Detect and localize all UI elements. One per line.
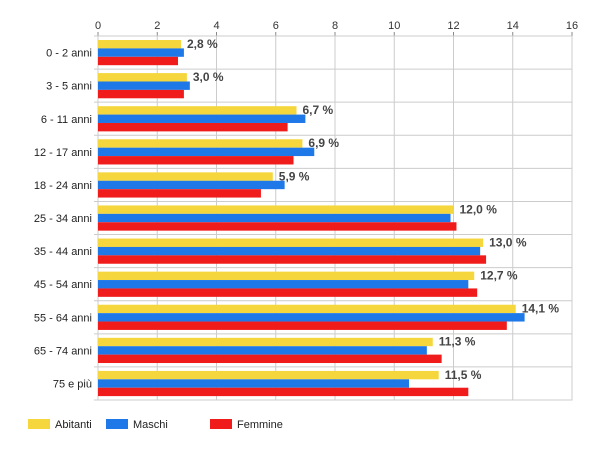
- bar-abitanti: [98, 73, 187, 82]
- bar-femmine: [98, 56, 178, 66]
- bar-maschi: [98, 379, 410, 388]
- bar-maschi: [98, 213, 451, 223]
- bar-maschi: [98, 346, 427, 355]
- category-label: 55 - 64 anni: [34, 312, 92, 324]
- bar-maschi: [98, 81, 190, 90]
- bar-femmine: [98, 222, 457, 231]
- legend-label-femmine: Femmine: [237, 419, 283, 431]
- category-label: 35 - 44 anni: [34, 246, 92, 258]
- x-tick-label: 0: [95, 20, 101, 32]
- x-tick-label: 10: [388, 20, 400, 32]
- data-label: 13,0 %: [489, 235, 527, 249]
- x-tick-label: 14: [507, 20, 519, 32]
- bar-abitanti: [98, 172, 273, 181]
- x-tick-label: 6: [273, 20, 279, 32]
- bar-femmine: [98, 354, 442, 364]
- bar-maschi: [98, 313, 525, 322]
- bar-abitanti: [98, 337, 433, 347]
- bar-maschi: [98, 246, 481, 256]
- bar-maschi: [98, 180, 285, 190]
- data-label: 14,1 %: [522, 302, 560, 316]
- bar-femmine: [98, 156, 294, 165]
- data-label: 6,7 %: [302, 103, 333, 117]
- category-label: 12 - 17 anni: [34, 147, 92, 159]
- x-tick-label: 2: [154, 20, 160, 32]
- bar-abitanti: [98, 205, 454, 214]
- category-label: 6 - 11 anni: [41, 114, 92, 126]
- data-label: 11,3 %: [439, 335, 476, 349]
- bar-abitanti: [98, 304, 516, 314]
- bar-abitanti: [98, 238, 484, 247]
- data-label: 12,0 %: [460, 202, 498, 216]
- data-label: 3,0 %: [193, 70, 224, 84]
- legend-swatch-femmine: [210, 419, 232, 429]
- x-tick-label: 8: [332, 20, 338, 32]
- bar-abitanti: [98, 106, 297, 115]
- bar-abitanti: [98, 370, 439, 380]
- bar-femmine: [98, 89, 184, 99]
- bar-femmine: [98, 288, 478, 297]
- data-label: 11,5 %: [445, 368, 482, 382]
- category-label: 45 - 54 anni: [34, 279, 92, 291]
- data-label: 2,8 %: [187, 37, 218, 51]
- category-label: 3 - 5 anni: [46, 81, 92, 93]
- legend-label-abitanti: Abitanti: [55, 419, 92, 431]
- category-label: 25 - 34 anni: [34, 213, 92, 225]
- category-label: 0 - 2 anni: [46, 48, 92, 60]
- x-tick-label: 4: [213, 20, 219, 32]
- x-tick-label: 12: [447, 20, 459, 32]
- bar-abitanti: [98, 139, 303, 148]
- legend-swatch-abitanti: [28, 419, 50, 429]
- data-label: 5,9 %: [279, 169, 310, 183]
- bar-maschi: [98, 114, 306, 123]
- bar-maschi: [98, 147, 315, 157]
- bar-maschi: [98, 48, 184, 57]
- category-label: 18 - 24 anni: [34, 180, 92, 192]
- legend-swatch-maschi: [106, 419, 128, 429]
- bar-femmine: [98, 189, 261, 198]
- bar-abitanti: [98, 40, 181, 49]
- data-label: 6,9 %: [308, 136, 339, 150]
- legend-label-maschi: Maschi: [133, 419, 168, 431]
- bar-femmine: [98, 255, 487, 264]
- category-label: 75 e più: [53, 379, 92, 391]
- category-label: 65 - 74 anni: [34, 345, 92, 357]
- data-label: 12,7 %: [480, 269, 518, 283]
- x-tick-label: 16: [566, 20, 578, 32]
- bar-femmine: [98, 122, 288, 132]
- bar-femmine: [98, 321, 507, 330]
- bar-femmine: [98, 387, 469, 397]
- bar-abitanti: [98, 271, 475, 281]
- bar-maschi: [98, 280, 469, 289]
